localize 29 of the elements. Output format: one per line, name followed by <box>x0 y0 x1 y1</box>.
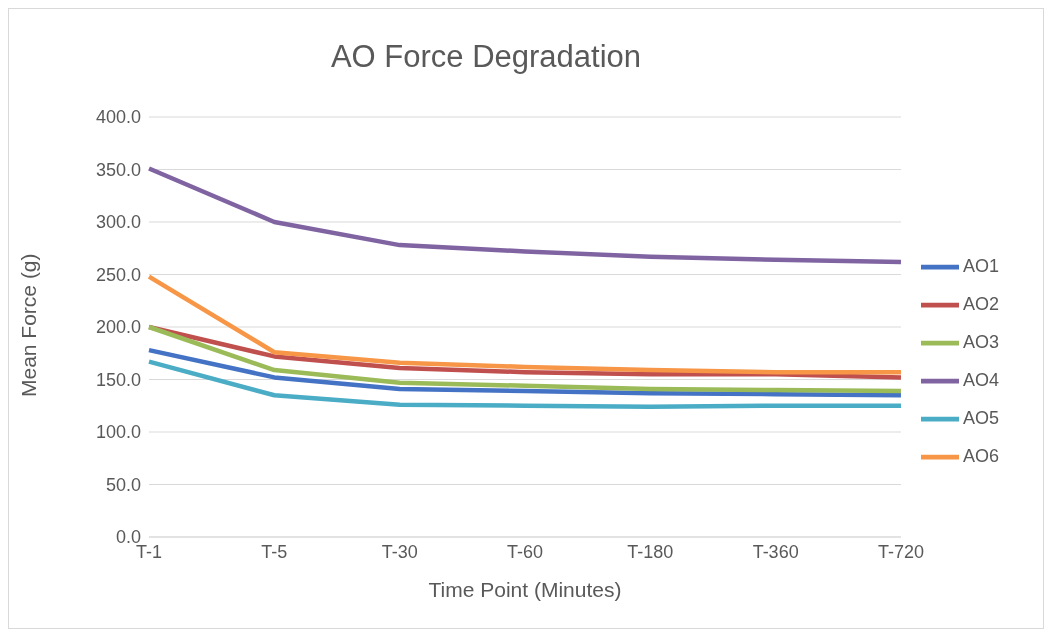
legend-label: AO2 <box>962 293 999 314</box>
line-series <box>146 166 904 265</box>
x-tick-label: T-360 <box>752 541 799 562</box>
y-tick-label: 100.0 <box>95 422 141 443</box>
legend-label: AO6 <box>962 445 999 466</box>
legend-label: AO5 <box>962 407 999 428</box>
x-tick-label: T-180 <box>627 541 674 562</box>
y-axis-title: Mean Force (g) <box>17 253 41 397</box>
chart-title: AO Force Degradation <box>329 38 643 76</box>
x-tick-label: T-5 <box>261 541 288 562</box>
y-tick-label: 200.0 <box>95 317 141 338</box>
x-axis-title: Time Point (Minutes) <box>428 578 622 601</box>
line-series <box>146 347 904 398</box>
line-series <box>146 324 904 380</box>
y-tick-label: 350.0 <box>95 159 141 180</box>
legend-label: AO3 <box>962 331 999 352</box>
y-tick-label: 150.0 <box>95 369 141 390</box>
line-series <box>146 324 904 394</box>
y-tick-label: 250.0 <box>95 264 141 285</box>
y-tick-label: 50.0 <box>105 474 141 495</box>
legend-label: AO4 <box>962 369 999 390</box>
y-tick-label: 300.0 <box>95 212 141 233</box>
x-tick-label: T-720 <box>877 541 924 562</box>
line-series <box>146 274 904 375</box>
x-tick-label: T-60 <box>506 541 543 562</box>
line-series <box>146 359 904 410</box>
y-tick-label: 400.0 <box>95 107 141 128</box>
legend-label: AO1 <box>962 255 999 276</box>
x-tick-label: T-30 <box>381 541 418 562</box>
